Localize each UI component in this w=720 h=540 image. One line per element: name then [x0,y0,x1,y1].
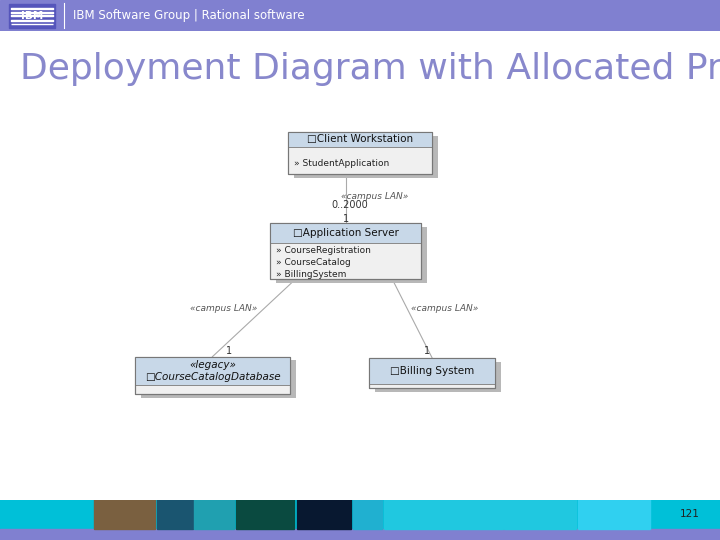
Text: » BillingSystem: » BillingSystem [276,270,346,279]
Text: □Client Workstation: □Client Workstation [307,134,413,144]
Bar [384,500,503,529]
Bar [236,500,294,529]
Bar [194,500,234,529]
Text: «legacy»
□CourseCatalogDatabase: «legacy» □CourseCatalogDatabase [145,360,280,382]
Bar [270,223,421,280]
Text: «campus LAN»: «campus LAN» [189,304,257,313]
Bar [369,358,495,388]
Bar [135,357,289,394]
Text: □Application Server: □Application Server [292,228,399,238]
Text: 1: 1 [424,346,430,356]
Text: IBM Software Group | Rational software: IBM Software Group | Rational software [73,9,305,22]
Bar [141,361,295,398]
Bar [369,358,495,384]
Bar [157,500,193,529]
Bar [135,357,289,385]
Bar [504,500,576,529]
Text: » CourseRegistration: » CourseRegistration [276,246,371,255]
Text: □Billing System: □Billing System [390,366,474,376]
Bar [276,227,427,283]
Bar [135,357,289,394]
Bar [0,500,720,529]
Bar [288,132,432,147]
Text: » StudentApplication: » StudentApplication [294,159,389,167]
Text: «campus LAN»: «campus LAN» [411,304,479,313]
Bar [353,500,382,529]
Text: «campus LAN»: «campus LAN» [341,192,408,201]
Bar [0,529,720,540]
Bar [270,223,421,280]
Text: IBM: IBM [21,11,43,21]
Text: Deployment Diagram with Allocated Processes: Deployment Diagram with Allocated Proces… [20,52,720,86]
Bar [288,132,432,174]
Bar [297,500,351,529]
Text: 1: 1 [226,346,232,356]
Text: 1: 1 [343,214,348,224]
Bar [288,132,432,174]
Bar [294,136,438,178]
Text: » CourseCatalog: » CourseCatalog [276,258,351,267]
Bar [578,500,650,529]
Bar [374,362,501,392]
Bar [270,223,421,243]
Text: 0..2000: 0..2000 [331,200,368,210]
Bar [94,500,155,529]
Text: 121: 121 [680,509,700,519]
Bar [369,358,495,388]
Bar [9,4,55,28]
